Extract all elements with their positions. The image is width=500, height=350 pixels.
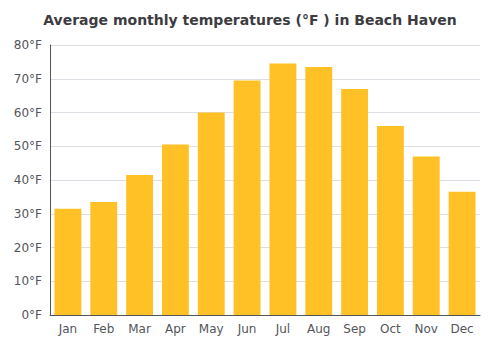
svg-text:70°F: 70°F <box>14 72 42 86</box>
svg-text:Sep: Sep <box>343 322 366 336</box>
svg-text:Apr: Apr <box>165 322 186 336</box>
svg-text:Jan: Jan <box>58 322 78 336</box>
svg-text:Oct: Oct <box>380 322 401 336</box>
svg-text:60°F: 60°F <box>14 106 42 120</box>
svg-text:50°F: 50°F <box>14 139 42 153</box>
svg-text:20°F: 20°F <box>14 241 42 255</box>
svg-text:Feb: Feb <box>93 322 114 336</box>
svg-text:40°F: 40°F <box>14 173 42 187</box>
svg-text:Mar: Mar <box>128 322 151 336</box>
svg-text:May: May <box>199 322 224 336</box>
svg-text:80°F: 80°F <box>14 38 42 52</box>
svg-text:Nov: Nov <box>415 322 438 336</box>
svg-text:Dec: Dec <box>450 322 473 336</box>
svg-text:Jun: Jun <box>237 322 257 336</box>
svg-text:10°F: 10°F <box>14 274 42 288</box>
svg-text:Jul: Jul <box>275 322 290 336</box>
svg-text:30°F: 30°F <box>14 207 42 221</box>
svg-text:Aug: Aug <box>307 322 330 336</box>
svg-text:0°F: 0°F <box>21 308 42 322</box>
svg-text:Average monthly temperatures (: Average monthly temperatures (°F ) in Be… <box>43 12 457 28</box>
